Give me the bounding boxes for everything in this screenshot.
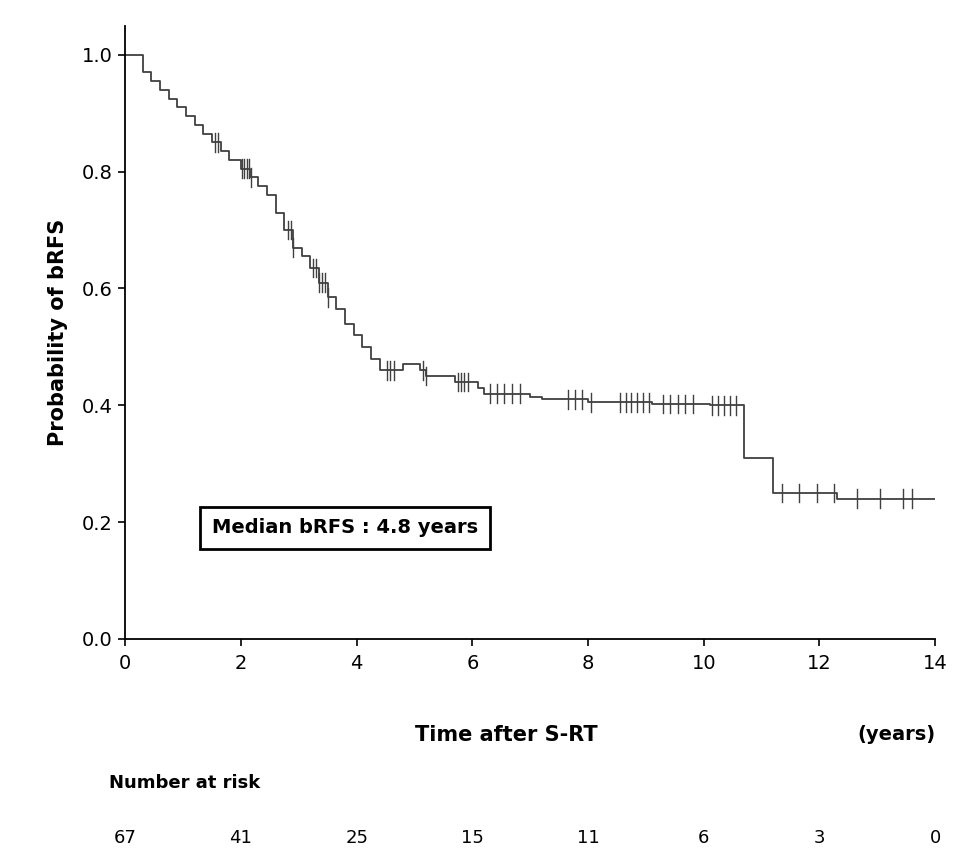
Text: 25: 25 [345, 829, 368, 847]
Text: Time after S-RT: Time after S-RT [415, 725, 598, 745]
Text: 67: 67 [114, 829, 137, 847]
Text: 15: 15 [461, 829, 484, 847]
Text: 41: 41 [229, 829, 253, 847]
Text: Number at risk: Number at risk [109, 774, 260, 792]
Text: 11: 11 [576, 829, 600, 847]
Text: 6: 6 [698, 829, 710, 847]
Y-axis label: Probability of bRFS: Probability of bRFS [48, 219, 68, 446]
Text: 3: 3 [814, 829, 825, 847]
Text: Median bRFS : 4.8 years: Median bRFS : 4.8 years [212, 519, 478, 538]
Text: (years): (years) [857, 725, 935, 744]
Text: 0: 0 [929, 829, 941, 847]
